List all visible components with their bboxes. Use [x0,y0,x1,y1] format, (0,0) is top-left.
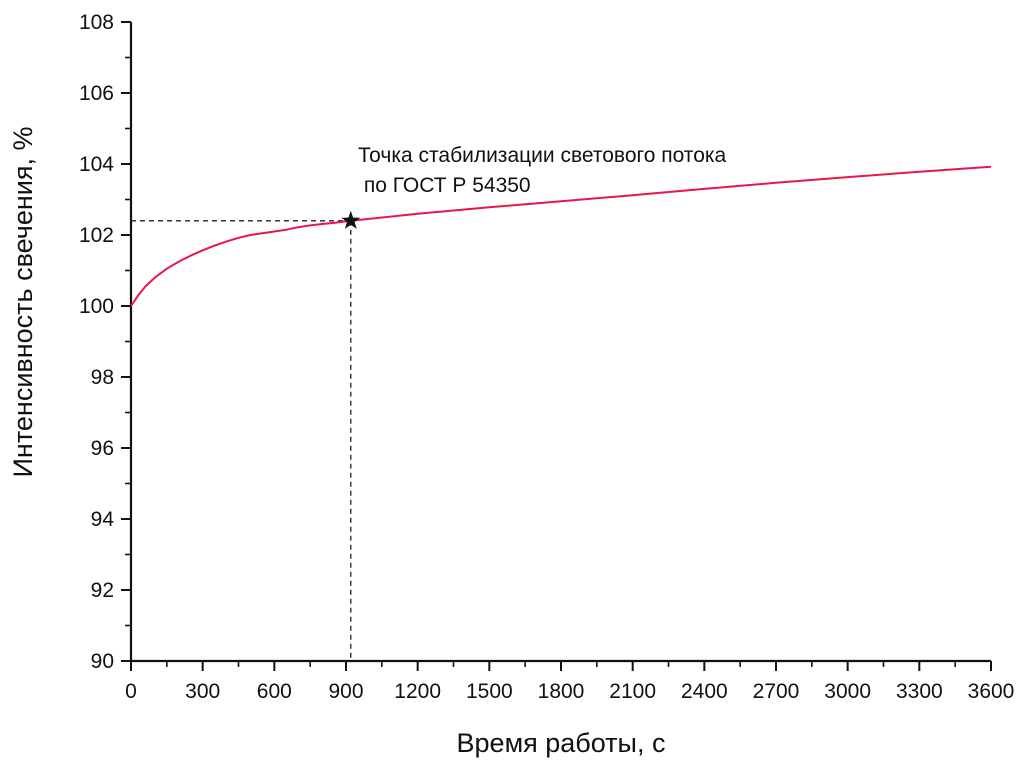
y-tick-label: 98 [91,366,114,389]
y-tick-label: 100 [79,295,114,318]
stabilization-star-marker [341,210,361,229]
y-tick-label: 94 [91,508,115,531]
y-tick-label: 106 [79,82,114,105]
x-tick-label: 2400 [681,680,728,703]
annotation-line-1: Точка стабилизации светового потока [358,144,727,167]
x-tick-label: 600 [257,680,292,703]
annotation-line-2: по ГОСТ Р 54350 [358,174,531,197]
series-line [130,165,992,307]
x-tick-label: 2700 [753,680,800,703]
y-axis-title: Интенсивность свечения, % [8,127,38,478]
x-tick-label: 1200 [394,680,441,703]
x-tick-label: 300 [185,680,220,703]
y-tick-label: 108 [79,11,114,34]
y-tick-label: 90 [91,650,114,673]
x-tick-label: 3600 [968,680,1015,703]
x-tick-label: 0 [125,680,137,703]
guide-lines [131,220,352,661]
x-axis-title: Время работы, с [457,728,666,758]
x-tick-label: 900 [328,680,363,703]
axes: 0 300 600 900 1200 1500 1800 2100 2400 2700 3000 33… [79,11,1014,703]
x-tick-label: 3300 [896,680,943,703]
y-tick-label: 92 [91,579,114,602]
y-tick-label: 104 [79,153,114,176]
x-tick-label: 1500 [466,680,513,703]
x-tick-label: 1800 [538,680,585,703]
x-tick-label: 3000 [824,680,871,703]
x-tick-label: 2100 [609,680,656,703]
series-group [130,165,992,307]
y-tick-label: 102 [79,224,114,247]
y-tick-label: 96 [91,437,114,460]
